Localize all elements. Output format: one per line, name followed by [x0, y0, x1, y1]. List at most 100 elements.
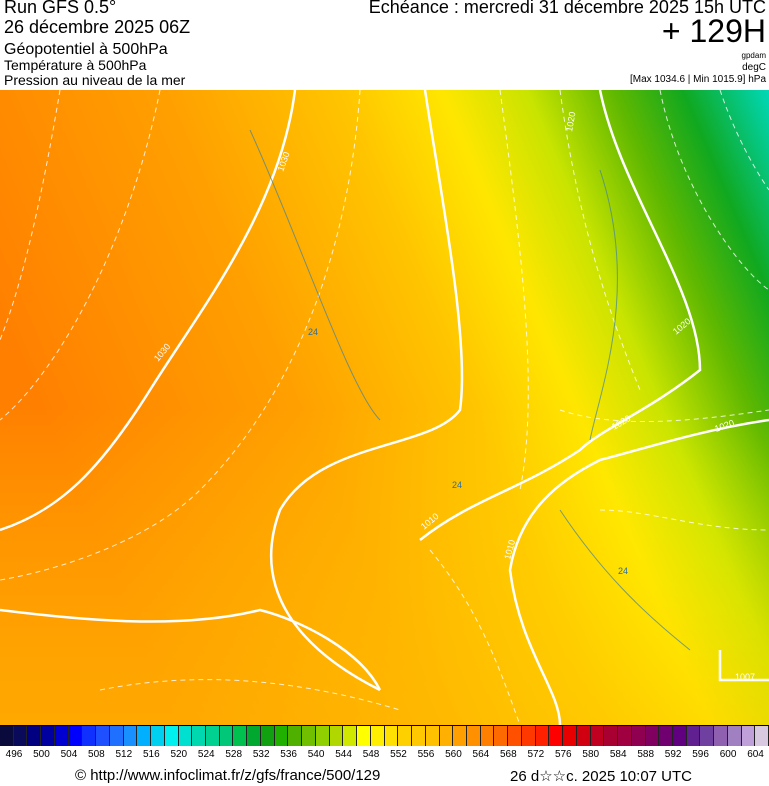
colorbar-tick-label: 516 [142, 749, 160, 760]
colorbar-tick-label: 604 [747, 749, 764, 760]
colorbar-tick-label: 600 [719, 749, 737, 760]
generated-timestamp: 26 d☆☆c. 2025 10:07 UTC [510, 768, 692, 785]
colorbar-cell [755, 726, 769, 746]
colorbar-cell [219, 726, 234, 746]
contour-label: 1007 [735, 672, 755, 682]
colorbar-cell [206, 726, 220, 746]
colorbar-cell [329, 726, 344, 746]
colorbar-cell [590, 726, 605, 746]
layer-pressure: Pression au niveau de la mer [4, 72, 186, 88]
colorbar-cell [412, 726, 426, 746]
colorbar-cell [288, 726, 303, 746]
colorbar-cell [453, 726, 467, 746]
colorbar-cell [274, 726, 289, 746]
colorbar-tick-label: 508 [88, 749, 105, 760]
colorbar-cell [151, 726, 165, 746]
colorbar-cell [672, 726, 687, 746]
colorbar-tick-label: 536 [280, 749, 297, 760]
colorbar-tick-label: 520 [170, 749, 188, 760]
colorbar-cell [466, 726, 481, 746]
colorbar-cell [659, 726, 673, 746]
colorbar-cell [686, 726, 701, 746]
colorbar-ticks: 496 500 504 508 512 516 520 524 528 532 536 540 544 5… [0, 749, 769, 763]
run-date: 26 décembre 2025 06Z [4, 17, 191, 37]
colorbar-cell [521, 726, 536, 746]
unit-gpdam: gpdam [741, 51, 766, 60]
colorbar-cell [137, 726, 152, 746]
layer-geopotential: Géopotentiel à 500hPa [4, 41, 168, 58]
colorbar-tick-label: 548 [362, 749, 380, 760]
unit-degc: degC [742, 62, 766, 73]
colorbar-cell [645, 726, 660, 746]
colorbar-tick-label: 576 [554, 749, 572, 760]
colorbar-cell [549, 726, 564, 746]
isotherm-label: 24 [618, 566, 628, 576]
colorbar-cell [302, 726, 316, 746]
colorbar-cell [54, 726, 69, 746]
run-title: Run GFS 0.5° [4, 0, 117, 17]
colorbar-tick-label: 588 [637, 749, 655, 760]
colorbar-cell [178, 726, 193, 746]
colorbar-tick-label: 544 [335, 749, 352, 760]
colorbar-cell [247, 726, 261, 746]
colorbar-cell [343, 726, 358, 746]
colorbar-cell [631, 726, 646, 746]
colorbar-cell [714, 726, 728, 746]
colorbar-tick-label: 500 [33, 749, 50, 760]
colorbar-cell [41, 726, 55, 746]
colorbar-cell [357, 726, 371, 746]
colorbar-cell [563, 726, 577, 746]
colorbar-cell [109, 726, 124, 746]
colorbar-tick-label: 568 [500, 749, 517, 760]
colorbar [0, 725, 769, 746]
contour-label: 1020 [564, 111, 577, 132]
colorbar-cell [398, 726, 413, 746]
colorbar-cell [700, 726, 715, 746]
colorbar-cell [576, 726, 591, 746]
weather-map[interactable]: 1020 1030 1030 1020 1020 1020 1010 1010 … [0, 90, 769, 725]
colorbar-tick-label: 540 [307, 749, 325, 760]
colorbar-tick-label: 592 [664, 749, 682, 760]
colorbar-cell [439, 726, 454, 746]
colorbar-cell [13, 726, 28, 746]
layer-temperature: Température à 500hPa [4, 57, 147, 73]
colorbar-cell [494, 726, 509, 746]
geopotential-contours [0, 90, 769, 725]
colorbar-tick-label: 504 [60, 749, 78, 760]
colorbar-cell [508, 726, 522, 746]
colorbar-cell [96, 726, 110, 746]
colorbar-cell [164, 726, 179, 746]
colorbar-tick-label: 512 [115, 749, 133, 760]
isotherm-label: 24 [452, 480, 462, 490]
source-url[interactable]: © http://www.infoclimat.fr/z/gfs/france/… [75, 767, 381, 784]
isotherm-label: 24 [308, 327, 318, 337]
colorbar-tick-label: 584 [609, 749, 627, 760]
colorbar-cell [618, 726, 632, 746]
colorbar-cell [315, 726, 330, 746]
pressure-isobars [249, 129, 691, 651]
colorbar-cell [0, 726, 14, 746]
colorbar-tick-label: 552 [390, 749, 407, 760]
colorbar-cell [425, 726, 440, 746]
colorbar-cell [123, 726, 138, 746]
temperature-labels: 24 24 24 [308, 327, 628, 576]
colorbar-tick-label: 560 [445, 749, 462, 760]
colorbar-tick-label: 564 [472, 749, 490, 760]
colorbar-cell [370, 726, 385, 746]
colorbar-tick-label: 524 [197, 749, 215, 760]
colorbar-cell [27, 726, 42, 746]
colorbar-cell [480, 726, 495, 746]
colorbar-cell [384, 726, 399, 746]
pressure-range: [Max 1034.6 | Min 1015.9] hPa [629, 74, 766, 85]
lead-time: + 129H [661, 13, 766, 49]
colorbar-tick-label: 580 [582, 749, 600, 760]
temperature-field-overlay [0, 90, 769, 725]
colorbar-tick-label: 528 [225, 749, 243, 760]
colorbar-cell [233, 726, 248, 746]
colorbar-tick-label: 556 [417, 749, 435, 760]
colorbar-cell [68, 726, 83, 746]
colorbar-cell [604, 726, 619, 746]
colorbar-tick-label: 596 [692, 749, 709, 760]
colorbar-tick-label: 532 [252, 749, 270, 760]
colorbar-tick-label: 572 [527, 749, 545, 760]
